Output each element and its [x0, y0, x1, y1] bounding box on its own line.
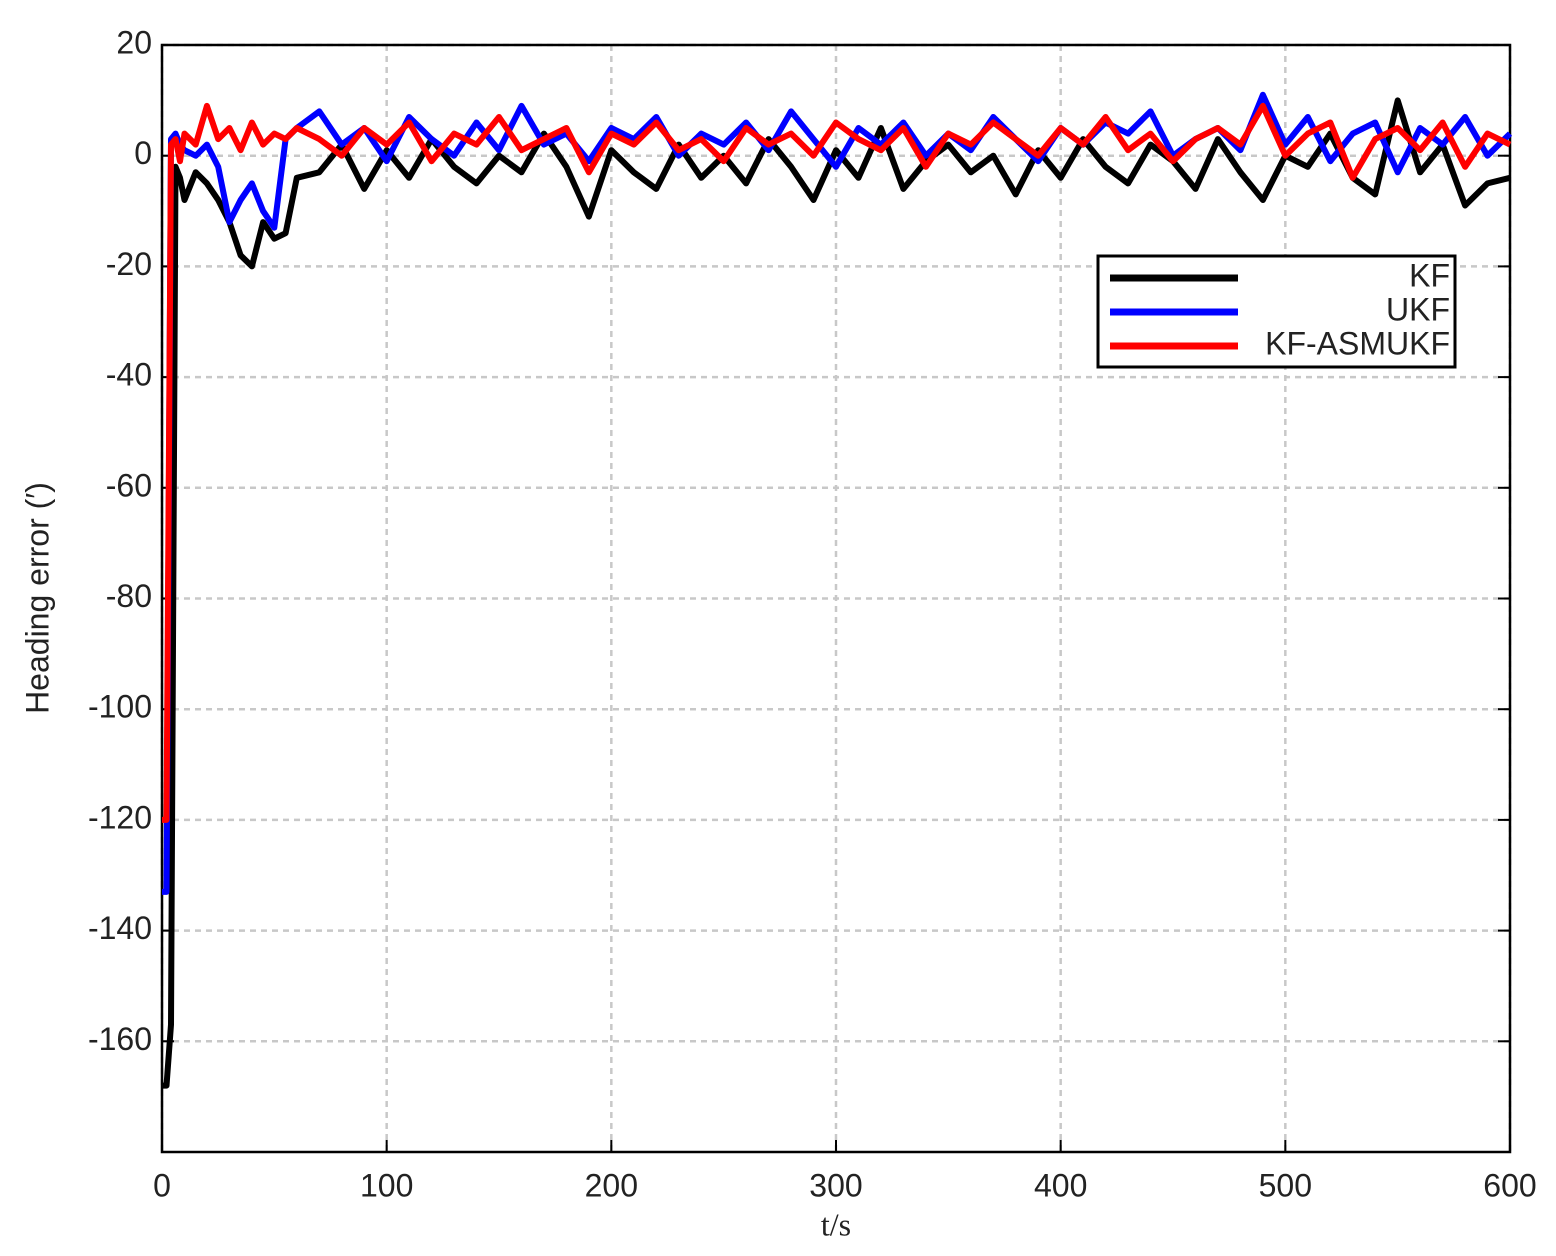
y-tick-label: 0: [134, 135, 152, 171]
x-tick-label: 300: [809, 1167, 862, 1203]
y-tick-label: -40: [106, 357, 152, 393]
x-axis-label: t/s: [821, 1206, 851, 1242]
x-tick-label: 400: [1034, 1167, 1087, 1203]
x-tick-label: 100: [360, 1167, 413, 1203]
plot-frame: [160, 43, 1512, 1154]
y-tick-label: -20: [106, 246, 152, 282]
legend-label: KF: [1409, 257, 1450, 293]
series-line: [162, 97, 1511, 1089]
x-tick-label: 0: [153, 1167, 171, 1203]
x-tick-label: 600: [1483, 1167, 1536, 1203]
legend-label: UKF: [1386, 291, 1450, 327]
y-tick-label: 20: [116, 24, 152, 60]
legend-label: KF-ASMUKF: [1265, 325, 1450, 361]
y-tick-label: -120: [88, 799, 152, 835]
y-axis-label: Heading error (′): [19, 482, 55, 714]
y-tick-label: -160: [88, 1021, 152, 1057]
y-tick-label: -140: [88, 910, 152, 946]
x-tick-label: 200: [585, 1167, 638, 1203]
series-line: [162, 102, 1512, 823]
y-tick-label: -60: [106, 467, 152, 503]
x-tick-label: 500: [1259, 1167, 1312, 1203]
y-tick-label: -100: [88, 689, 152, 725]
y-tick-label: -80: [106, 578, 152, 614]
